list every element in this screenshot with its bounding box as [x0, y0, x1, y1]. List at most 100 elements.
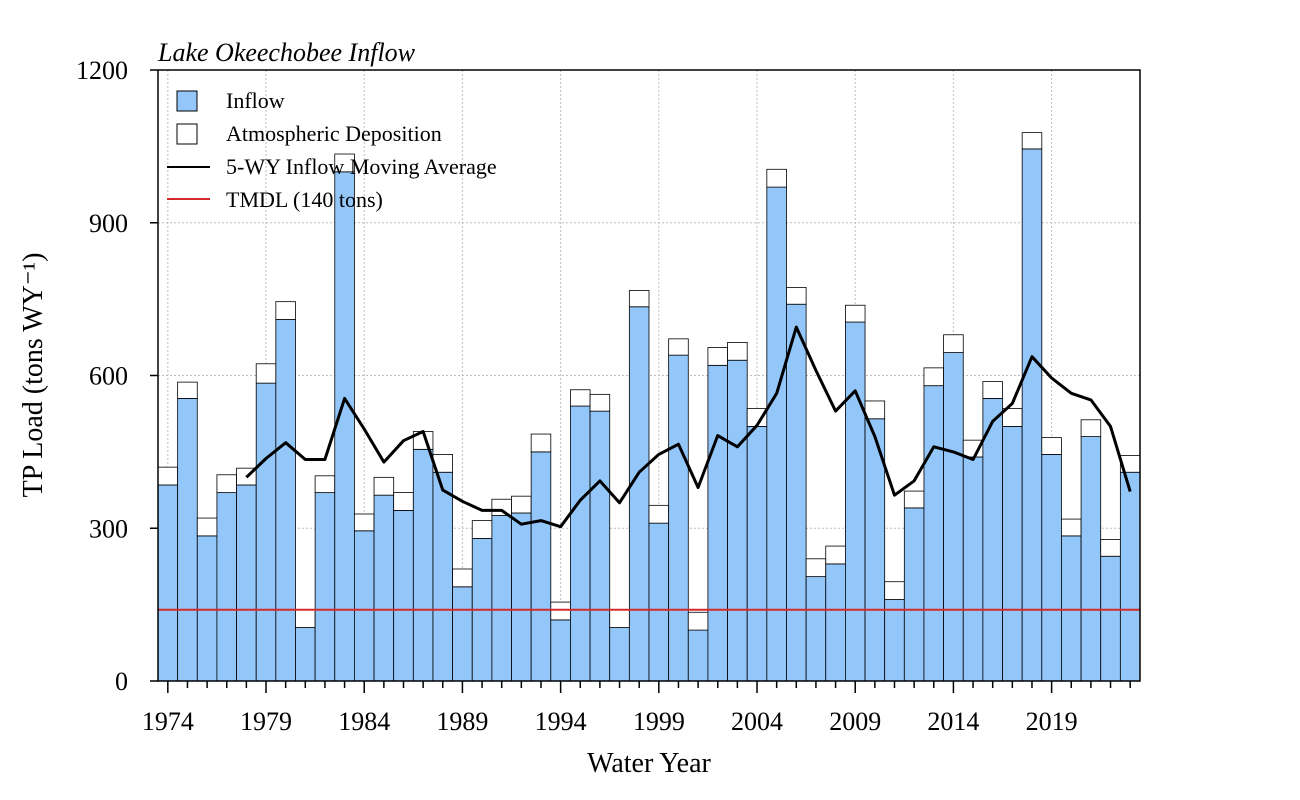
bar-inflow [373, 494, 395, 682]
bar-deposition [648, 504, 670, 524]
y-tick-label: 1200 [76, 56, 128, 85]
bar-deposition [687, 611, 709, 631]
bar-inflow [157, 484, 179, 682]
legend-label-tmdl: TMDL (140 tons) [226, 187, 383, 212]
bar-inflow [1061, 535, 1082, 682]
bar-deposition [295, 609, 316, 628]
bar-inflow [275, 319, 296, 682]
legend-swatch-inflow [176, 90, 198, 112]
bar-inflow [255, 382, 277, 682]
bar-deposition [157, 466, 179, 486]
bar-deposition [727, 342, 748, 361]
bar-deposition [1100, 539, 1121, 557]
bar-inflow [805, 576, 827, 682]
bar-inflow [196, 535, 218, 682]
bar-inflow [825, 563, 846, 682]
bar-inflow [334, 171, 355, 682]
y-axis: 0 300 600 900 1200 [76, 56, 158, 696]
bar-inflow [589, 410, 611, 682]
bar-inflow [609, 627, 630, 682]
y-axis-label: TP Load (tons WY⁻¹) [18, 253, 49, 498]
bar-deposition [923, 367, 945, 387]
bar-deposition [1080, 419, 1102, 437]
bar-inflow [962, 456, 984, 682]
bar-inflow [491, 515, 512, 682]
legend-label-moving-average: 5-WY Inflow Moving Average [226, 154, 497, 179]
bar-inflow [432, 471, 453, 682]
bar-deposition [314, 475, 336, 494]
bar-inflow [412, 448, 434, 682]
bar-inflow [648, 522, 670, 682]
y-tick-label: 300 [89, 514, 128, 543]
bar-inflow [707, 364, 728, 682]
legend: Inflow Atmospheric Deposition 5-WY Inflo… [167, 88, 497, 212]
bar-deposition [393, 492, 414, 511]
bar-inflow [216, 492, 237, 682]
bar-inflow [1100, 555, 1121, 682]
bar-inflow [903, 507, 925, 682]
bar-deposition [1061, 518, 1082, 537]
chart-title: Lake Okeechobee Inflow [157, 38, 416, 67]
bar-inflow [884, 599, 905, 682]
bar-inflow [746, 426, 768, 682]
x-axis-label: Water Year [587, 748, 711, 779]
bar-inflow [511, 512, 532, 682]
bar-deposition [550, 601, 571, 621]
bar-deposition [864, 400, 886, 420]
bar-inflow [727, 359, 748, 682]
x-tick-label: 1984 [338, 707, 390, 736]
bar-inflow [1119, 471, 1141, 682]
x-tick-label: 1999 [633, 707, 685, 736]
bar-deposition [903, 490, 925, 509]
bar-deposition [766, 168, 787, 188]
bar-deposition [668, 338, 689, 356]
bar-inflow [687, 629, 709, 682]
x-tick-label: 1989 [436, 707, 488, 736]
bar-inflow [177, 398, 198, 682]
x-tick-label: 2019 [1026, 707, 1078, 736]
bar-inflow [452, 586, 473, 682]
bar-inflow [530, 451, 552, 682]
legend-label-deposition: Atmospheric Deposition [226, 121, 442, 146]
bar-deposition [884, 581, 905, 600]
bar-deposition [786, 287, 807, 305]
bar-deposition [570, 389, 591, 407]
bar-deposition [216, 474, 237, 494]
bar-inflow [236, 484, 257, 682]
bar-inflow [1021, 148, 1043, 682]
bar-deposition [825, 545, 846, 565]
bar-inflow [1080, 436, 1102, 682]
bar-deposition [530, 433, 552, 453]
bar-inflow [393, 510, 414, 682]
bar-inflow [786, 303, 807, 682]
y-tick-label: 900 [89, 209, 128, 238]
bar-inflow [1002, 426, 1023, 682]
bar-deposition [805, 558, 827, 578]
y-tick-label: 0 [115, 667, 128, 696]
moving-average-group [245, 325, 1132, 529]
bar-deposition [275, 301, 296, 320]
bar-deposition [511, 495, 532, 514]
x-tick-label: 2014 [927, 707, 979, 736]
bar-deposition [334, 153, 355, 173]
bar-inflow [628, 306, 650, 682]
x-tick-label: 2009 [829, 707, 881, 736]
bar-inflow [550, 619, 571, 682]
bar-inflow [668, 354, 689, 682]
bar-inflow [295, 627, 316, 682]
bar-deposition [1041, 437, 1062, 455]
x-tick-label: 1974 [142, 707, 194, 736]
bar-deposition [491, 498, 512, 516]
bar-deposition [177, 381, 198, 399]
x-tick-label: 1994 [535, 707, 587, 736]
bar-deposition [982, 381, 1003, 399]
bar-deposition [471, 520, 493, 539]
bar-deposition [707, 347, 728, 366]
x-axis: 1974 1979 1984 1989 1994 1999 2004 2009 2014 2019 [142, 681, 1131, 736]
bar-deposition [845, 304, 866, 323]
x-tick-label: 1979 [240, 707, 292, 736]
y-tick-label: 600 [89, 362, 128, 391]
bar-deposition [609, 609, 630, 628]
bar-inflow [353, 530, 375, 682]
